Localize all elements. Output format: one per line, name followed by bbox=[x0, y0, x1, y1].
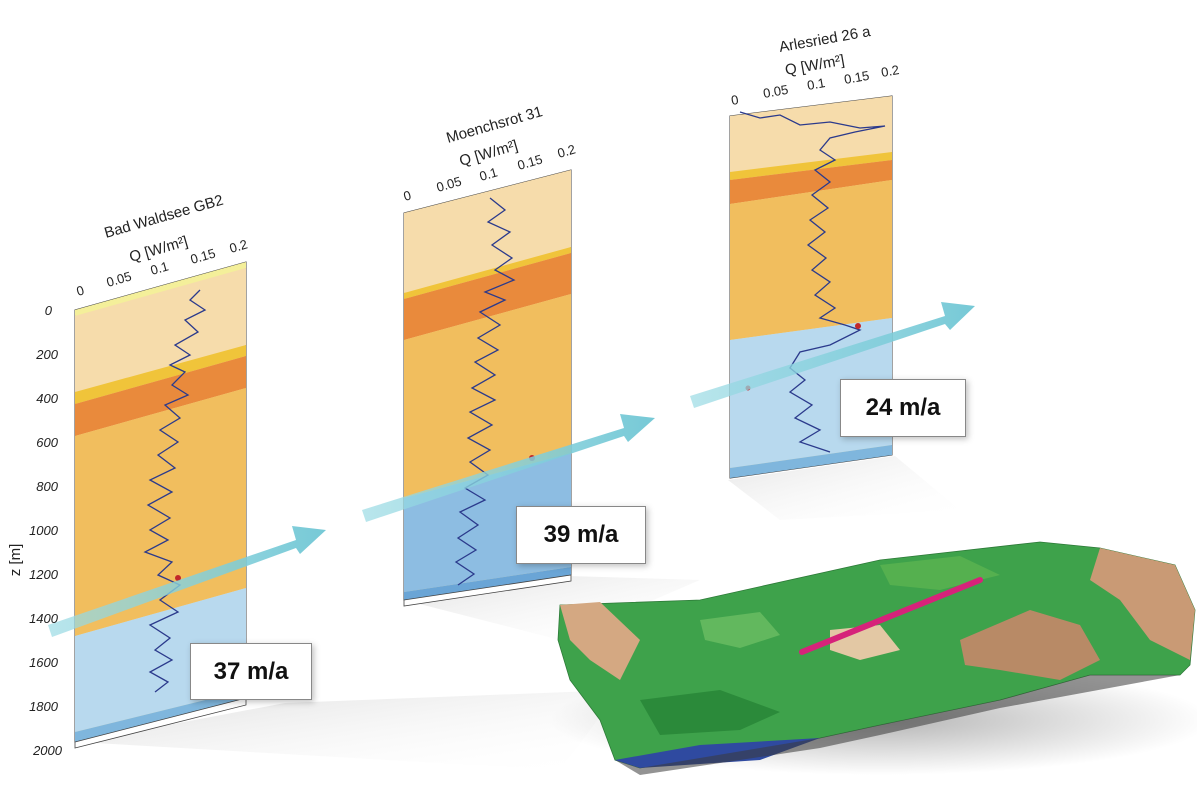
well-3-tick-2: 0.1 bbox=[806, 75, 826, 93]
well-3-name: Arlesried 26 a bbox=[778, 23, 873, 56]
well-3-unit: Q [W/m²] bbox=[784, 52, 846, 79]
flow-arrows bbox=[48, 302, 975, 637]
well-1-name: Bad Waldsee GB2 bbox=[102, 192, 225, 242]
flow-speed-arlesried: 24 m/a bbox=[840, 379, 966, 437]
z-tick-1600: 1600 bbox=[29, 655, 59, 670]
well-1-tick-2: 0.1 bbox=[149, 258, 171, 277]
profile-line bbox=[799, 577, 983, 655]
z-tick-0: 0 bbox=[45, 303, 53, 318]
well-2-name: Moenchsrot 31 bbox=[444, 103, 544, 147]
terrain-model bbox=[550, 541, 1197, 775]
well-2-tick-3: 0.15 bbox=[516, 151, 544, 172]
well-2-tick-2: 0.1 bbox=[478, 164, 500, 183]
z-tick-800: 800 bbox=[36, 479, 58, 494]
well-1-tick-3: 0.15 bbox=[189, 245, 217, 266]
z-tick-1400: 1400 bbox=[29, 611, 59, 626]
well-2-tick-4: 0.2 bbox=[556, 141, 578, 160]
projection-beams bbox=[78, 456, 960, 770]
z-tick-600: 600 bbox=[36, 435, 58, 450]
heatflow-log-1 bbox=[143, 289, 207, 693]
well-2-tick-1: 0.05 bbox=[435, 173, 463, 194]
well-1-tick-0: 0 bbox=[75, 282, 86, 298]
well-3-tick-1: 0.05 bbox=[762, 82, 790, 101]
flow-speed-3-text: 24 m/a bbox=[865, 394, 941, 421]
z-tick-200: 200 bbox=[35, 347, 58, 362]
flow-speed-2-text: 39 m/a bbox=[543, 521, 619, 548]
flow-speed-moenchsrot: 39 m/a bbox=[516, 506, 646, 564]
flow-speed-bad-waldsee: 37 m/a bbox=[190, 643, 312, 700]
well-1-tick-1: 0.05 bbox=[105, 268, 133, 289]
z-tick-2000: 2000 bbox=[32, 743, 63, 758]
z-tick-1200: 1200 bbox=[29, 567, 59, 582]
z-tick-400: 400 bbox=[36, 391, 58, 406]
well-3-tick-3: 0.15 bbox=[843, 68, 871, 87]
z-axis-label: z [m] bbox=[7, 544, 24, 577]
heatflow-log-3 bbox=[739, 111, 886, 453]
well-2-unit: Q [W/m²] bbox=[457, 137, 519, 170]
z-tick-1800: 1800 bbox=[29, 699, 59, 714]
z-tick-1000: 1000 bbox=[29, 523, 59, 538]
z-axis: z [m] 0 200 400 600 800 1000 1200 1400 1… bbox=[7, 303, 63, 758]
heatflow-log-2 bbox=[454, 197, 516, 586]
well-2-tick-0: 0 bbox=[402, 187, 413, 203]
well-3-tick-4: 0.2 bbox=[880, 62, 900, 80]
well-3-header: Arlesried 26 a Q [W/m²] 0 0.05 0.1 0.15 … bbox=[730, 23, 900, 108]
well-3-tick-0: 0 bbox=[730, 92, 740, 108]
flow-speed-1-text: 37 m/a bbox=[213, 657, 289, 685]
well-1-tick-4: 0.2 bbox=[228, 236, 250, 255]
